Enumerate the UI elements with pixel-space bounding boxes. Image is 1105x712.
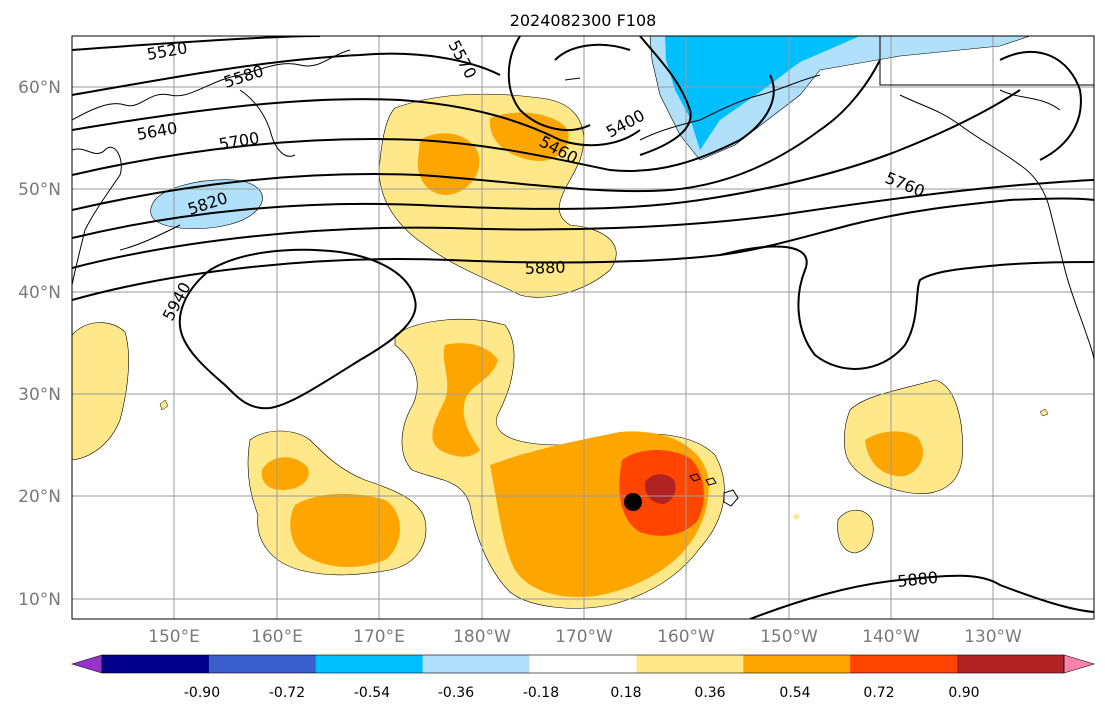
lat-tick-label: 20°N <box>18 487 61 507</box>
latitude-axis: 60°N 50°N 40°N 30°N 20°N 10°N <box>18 78 61 610</box>
colorbar-tick-label: -0.18 <box>523 685 559 701</box>
colorbar-tick-label: 0.18 <box>610 685 641 701</box>
positive-anomaly-fill <box>72 93 1049 609</box>
lat-tick-label: 50°N <box>18 180 61 200</box>
colorbar-segment <box>208 655 317 673</box>
coastlines <box>72 36 1094 507</box>
contour-label: 5880 <box>524 258 565 278</box>
colorbar-tick-label: 0.36 <box>694 685 725 701</box>
colorbar-extend-low <box>70 654 103 674</box>
lat-tick-label: 60°N <box>18 78 61 98</box>
lat-tick-label: 30°N <box>18 385 61 405</box>
lon-tick-label: 170°W <box>555 627 613 647</box>
lon-tick-label: 180°W <box>453 627 511 647</box>
colorbar-tick-label: -0.36 <box>438 685 474 701</box>
colorbar-tick-label: 0.72 <box>863 685 894 701</box>
lon-tick-label: 160°E <box>251 627 303 647</box>
lat-tick-label: 40°N <box>18 283 61 303</box>
longitude-axis: 150°E 160°E 170°E 180°W 170°W 160°W 150°… <box>148 627 1022 647</box>
colorbar-tick-labels: -0.90 -0.72 -0.54 -0.36 -0.18 0.18 0.36 … <box>184 685 980 701</box>
colorbar-tick-label: -0.54 <box>354 685 390 701</box>
storm-center-marker <box>624 493 642 511</box>
lon-tick-label: 130°W <box>964 627 1022 647</box>
colorbar-tick-label: -0.72 <box>269 685 305 701</box>
colorbar-segment <box>422 655 531 673</box>
colorbar-frame <box>101 654 1065 674</box>
colorbar-tick-label: 0.54 <box>779 685 810 701</box>
contour-label: 5880 <box>896 568 938 591</box>
lon-tick-label: 160°W <box>657 627 715 647</box>
lon-tick-label: 140°W <box>862 627 920 647</box>
colorbar-segment <box>315 655 424 673</box>
colorbar-segment <box>850 655 958 673</box>
map-panel: 5520 5580 5640 5700 5820 5940 5570 5460 … <box>72 36 1094 619</box>
colorbar-tick-label: 0.90 <box>948 685 979 701</box>
colorbar: -0.90 -0.72 -0.54 -0.36 -0.18 0.18 0.36 … <box>70 654 1096 701</box>
colorbar-segment <box>743 655 851 673</box>
colorbar-segments <box>70 654 1096 674</box>
graticule <box>72 36 1094 619</box>
colorbar-segment <box>102 655 210 673</box>
map-frame <box>71 35 1095 620</box>
colorbar-segment <box>529 655 637 673</box>
height-contours <box>72 36 1094 619</box>
map-title: 2024082300 F108 <box>510 11 657 30</box>
lon-tick-label: 150°E <box>148 627 200 647</box>
lon-tick-label: 170°E <box>353 627 405 647</box>
lat-tick-label: 10°N <box>18 590 61 610</box>
colorbar-segment <box>636 655 744 673</box>
colorbar-extend-high <box>1063 654 1096 674</box>
colorbar-segment <box>957 655 1065 673</box>
colorbar-tick-label: -0.90 <box>184 685 220 701</box>
lon-tick-label: 150°W <box>760 627 818 647</box>
